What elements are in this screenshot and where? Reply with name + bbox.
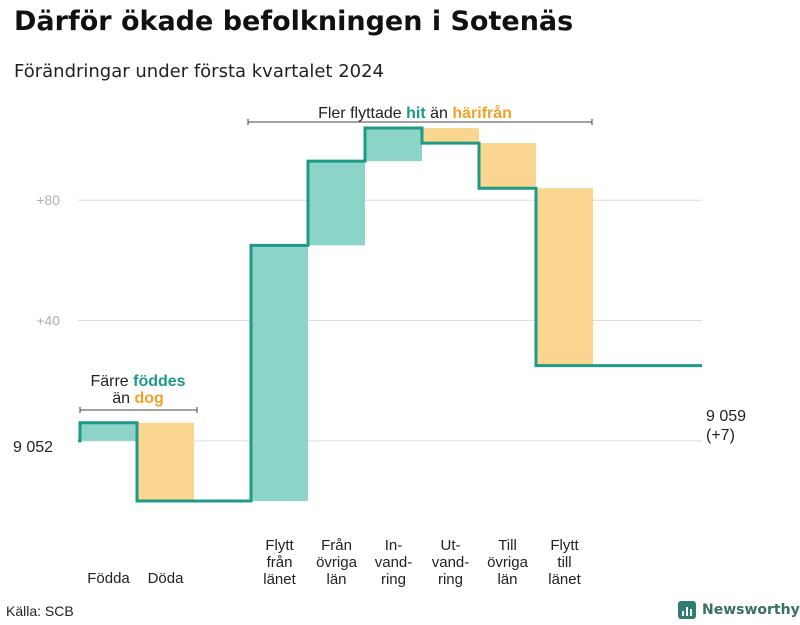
category-label: län [326,571,346,588]
category-label: Flytt [265,537,294,554]
end-value-label: 9 059 [706,408,746,425]
waterfall-bar [479,143,536,189]
moves-annotation: Fler flyttade hit än härifrån [318,104,512,122]
births-bracket [79,407,198,413]
waterfall-bar [365,128,422,162]
step-line [78,126,702,503]
source-note: Källa: SCB [6,603,74,619]
waterfall-bar [80,422,137,441]
category-label: från [267,554,293,571]
category-label: ring [438,571,463,588]
chart-title: Därför ökade befolkningen i Sotenäs [14,6,574,37]
births-annotation-line1: Färre föddes [90,373,185,390]
waterfall-bar [251,245,308,501]
moves-bracket [247,119,593,125]
waterfall-bar [308,161,365,246]
waterfall-bar [137,422,194,501]
category-label: övriga [487,554,529,571]
category-label: Flytt [550,537,579,554]
category-label: Döda [148,570,185,587]
category-label: länet [263,571,296,588]
y-tick-label: +40 [36,313,60,329]
category-label: vand- [432,554,470,571]
waterfall-bar [422,128,479,144]
category-label: län [497,571,517,588]
category-label: Från [321,537,352,554]
y-tick-label: +80 [36,192,60,208]
category-label: vand- [375,554,413,571]
category-label: Till [498,537,517,554]
category-label: övriga [316,554,358,571]
bar-chart-icon [678,601,696,619]
category-label: ring [381,571,406,588]
category-label: länet [548,571,581,588]
logo-text: Newsworthy [702,602,800,618]
category-label: Ut- [441,537,461,554]
category-label: In- [385,537,403,554]
newsworthy-logo: Newsworthy [678,601,800,619]
category-label: till [557,554,571,571]
end-change-label: (+7) [706,427,735,444]
births-annotation-line2: än dog [112,390,164,407]
chart-subtitle: Förändringar under första kvartalet 2024 [14,61,385,82]
category-label: Födda [87,570,130,587]
start-value-label: 9 052 [13,439,53,456]
waterfall-bar [536,188,593,366]
